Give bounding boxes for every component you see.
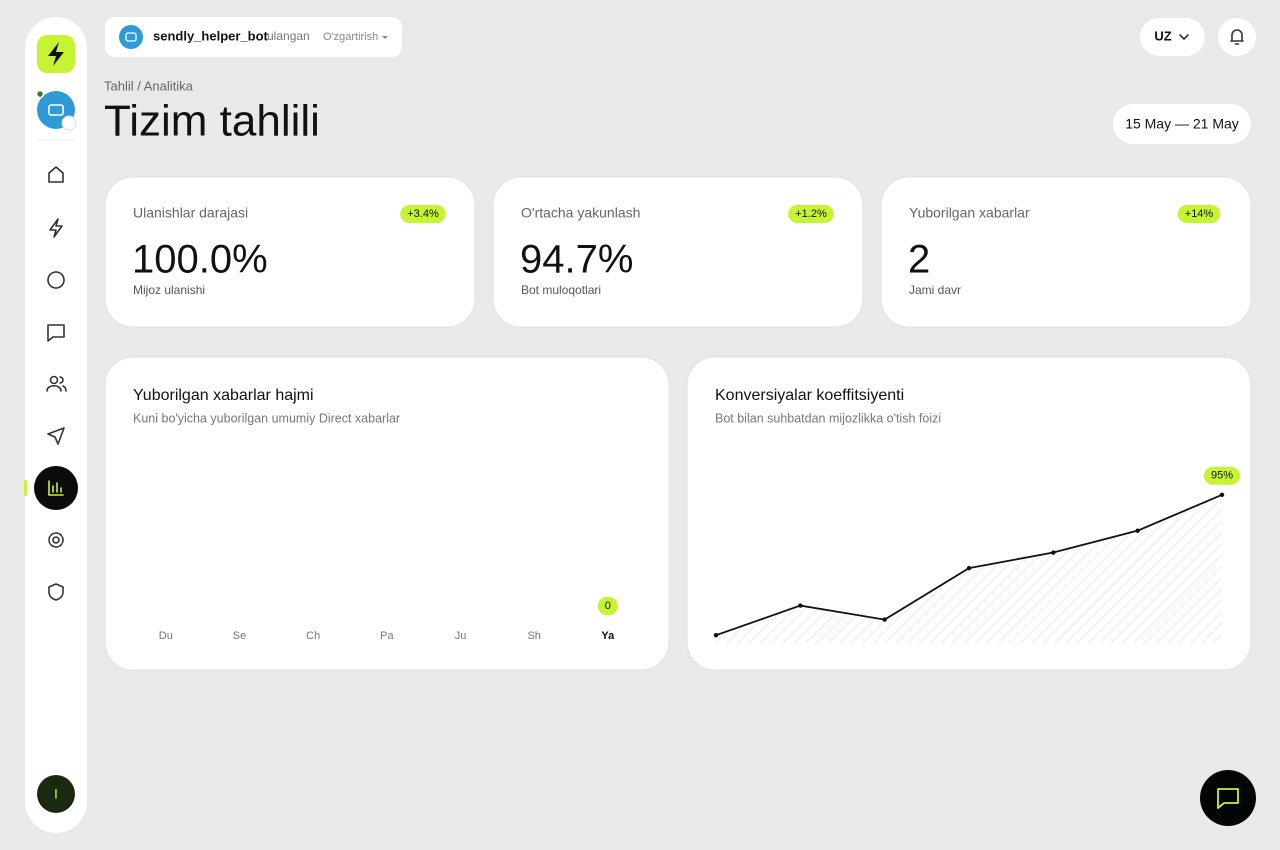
x-tick-label: Ya [601,630,615,642]
stat-card [492,176,864,328]
notifications[interactable] [1218,18,1256,56]
analytics-icon [48,480,64,496]
bot-name: sendly_helper_bot [153,28,269,43]
stat-card [104,176,476,328]
x-tick-label: Pa [380,630,394,642]
point [1051,550,1056,555]
nav-ai[interactable] [47,271,65,289]
badge [788,205,834,223]
language-caret [1179,34,1189,40]
logo-icon [48,42,64,66]
stat-label: O'rtacha yakunlash [521,205,640,221]
point [798,603,803,608]
online-dot [35,89,45,99]
chart-subtitle: Kuni bo'yicha yuborilgan umumiy Direct x… [133,411,400,425]
chat-icon [1217,788,1239,809]
chart-title: Konversiyalar koeffitsiyenti [715,387,904,404]
nav-automation[interactable] [49,218,63,238]
date-range: 15 May — 21 May [1125,116,1239,132]
badge [1203,466,1241,485]
chat-button[interactable] [1200,770,1256,826]
x-tick-label: Ch [306,630,320,642]
nav-security[interactable] [48,583,64,601]
nav-broadcast[interactable] [47,427,65,445]
point [1135,528,1140,533]
stat-badge: +3.4% [407,208,439,220]
bot-icon-small [125,32,137,42]
nav-home[interactable] [48,166,64,183]
breadcrumb: Tahlil / Analitika [104,78,194,93]
active-indicator [24,480,27,496]
bot-icon [48,104,64,116]
point [1219,492,1225,497]
nav-chats[interactable] [47,324,65,342]
stat-card [880,176,1252,328]
x-tick-label: Sh [527,630,540,642]
chart-title: Yuborilgan xabarlar hajmi [133,387,314,404]
badge [597,597,618,615]
badge [400,205,446,223]
stat-sub: Bot muloqotlari [521,283,601,297]
stat-sub: Mijoz ulanishi [133,283,205,297]
user-avatar[interactable] [37,775,75,813]
caret [382,36,388,39]
chart-subtitle: Bot bilan suhbatdan mijozlikka o'tish fo… [715,411,941,425]
stat-label: Ulanishlar darajasi [133,205,248,221]
bot-avatar-small [119,25,143,49]
stat-value: 2 [908,238,930,282]
stat-sub: Jami davr [909,283,961,297]
point [713,633,719,638]
bot-dropdown[interactable] [61,115,77,131]
value-label: 95% [1211,470,1233,482]
point [882,617,887,622]
user-initial: I [54,786,58,802]
bell-icon [1230,29,1244,45]
stat-badge: +1.2% [795,208,827,220]
x-tick-label: Ju [455,630,467,642]
nav-analytics[interactable] [34,466,78,510]
page-title: Tizim tahlili [104,97,320,146]
stat-badge: +14% [1185,208,1214,220]
nav-users[interactable] [46,375,67,392]
language-selector[interactable] [1140,18,1205,56]
point [966,565,972,571]
sidebar [25,17,87,833]
date-picker[interactable] [1113,104,1251,144]
chart-card [104,356,670,671]
stat-value: 94.7% [520,238,633,282]
nav-settings[interactable] [48,532,64,548]
x-tick-label: Se [233,630,246,642]
stat-value: 100.0% [132,238,268,282]
language: UZ [1154,28,1171,43]
change-bot[interactable]: O'zgartirish [323,31,378,43]
value-label: 0 [605,600,611,612]
bot-selector[interactable] [105,17,402,57]
badge [1177,205,1221,223]
x-tick-label: Du [159,630,173,642]
bot-status: ulangan [267,29,310,43]
stat-label: Yuborilgan xabarlar [909,205,1030,221]
